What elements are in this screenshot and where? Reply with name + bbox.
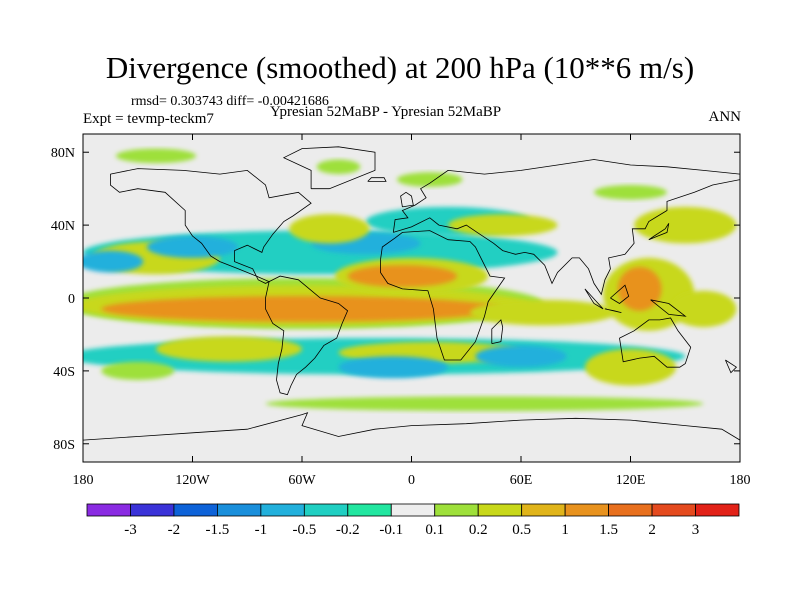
coastline-south-america — [265, 275, 349, 396]
coastline-madagascar — [491, 319, 504, 344]
colorbar-swatch — [608, 503, 653, 517]
colorbar-label: -1 — [255, 522, 268, 538]
field-region-north-green-atlantic — [396, 172, 463, 187]
case-label: Ypresian 52MaBP - Ypresian 52MaBP — [270, 104, 502, 120]
field-region-south-indian-blue — [475, 345, 567, 368]
coastline-new-guinea — [650, 299, 687, 317]
coastline-australia — [619, 317, 692, 368]
x-tick-label: 0 — [408, 473, 415, 488]
coastline-new-zealand — [725, 359, 738, 374]
colorbar-label: -2 — [168, 522, 181, 538]
coastline-layer — [83, 146, 740, 441]
colorbar-label: 1 — [561, 522, 569, 538]
field-region-south-pacific-yellow — [156, 336, 302, 362]
colorbar-label: 1.5 — [599, 522, 618, 538]
x-tick-label: 180 — [730, 473, 751, 488]
colorbar: -3 -2 -1.5 -1 -0.5 -0.2 -0.1 0.1 0.2 0.5 1 1.5 2 3 — [86, 503, 740, 538]
colorbar-label: -0.2 — [336, 522, 360, 538]
y-tick-label: 0 — [68, 292, 75, 307]
colorbar-label: -3 — [124, 522, 137, 538]
field-region-southern-blue-patch — [338, 356, 448, 379]
colorbar-label: 3 — [692, 522, 700, 538]
coastline-eurasia — [392, 159, 740, 233]
x-tick-label: 180 — [73, 473, 94, 488]
coastline-north-america — [110, 168, 312, 284]
x-tick-label: 60W — [288, 473, 316, 488]
colorbar-label: -0.5 — [292, 522, 316, 538]
field-region-indian-ocean-yellow — [469, 299, 616, 326]
colorbar-swatch — [477, 503, 523, 517]
colorbar-swatch — [260, 503, 305, 517]
axis-layer: 180 120W 60W 0 60E 120E 180 80N 40N 0 40S 80S — [51, 134, 751, 488]
field-region-north-atlantic-yellow — [289, 214, 370, 244]
field-region-africa-orange — [347, 265, 458, 288]
field-region-north-africa-yellow — [448, 214, 558, 237]
colorbar-label: 2 — [648, 522, 656, 538]
field-region-tropical-orange-band — [101, 296, 503, 322]
field-region-north-green-asia — [594, 185, 667, 200]
colorbar-swatch — [695, 503, 740, 517]
experiment-label: Expt = tevmp-teckm7 — [83, 111, 214, 127]
coastline-indonesia-2 — [604, 308, 622, 313]
colorbar-swatch — [130, 503, 175, 517]
chart-title: Divergence (smoothed) at 200 hPa (10**6 … — [105, 50, 695, 85]
colorbar-swatch — [564, 503, 610, 517]
colorbar-label: -0.1 — [379, 522, 403, 538]
colorbar-swatch — [216, 503, 262, 517]
coastline-greenland — [282, 146, 376, 190]
field-region-north-pacific-yellow — [634, 206, 737, 244]
x-tick-label: 60E — [510, 473, 533, 488]
season-label: ANN — [708, 109, 742, 125]
colorbar-swatch — [173, 503, 218, 517]
stats-label: rmsd= 0.303743 diff= -0.00421686 — [131, 94, 329, 109]
field-region-maritime-orange — [617, 267, 662, 311]
field-region-east-pacific-yellow — [670, 290, 737, 328]
colorbar-label: 0.5 — [512, 522, 531, 538]
colorbar-label: -1.5 — [206, 522, 230, 538]
field-region-southern-green-band — [265, 396, 704, 411]
field-region-pacific-blue — [83, 250, 144, 273]
colorbar-swatch — [303, 503, 349, 517]
coastline-africa — [380, 230, 506, 361]
y-tick-label: 80N — [51, 146, 75, 161]
y-tick-label: 80S — [53, 438, 75, 453]
colorbar-label: 0.1 — [425, 522, 444, 538]
y-tick-label: 40N — [51, 219, 75, 234]
colorbar-swatch — [86, 503, 131, 517]
field-region-arctic-green-2 — [316, 159, 361, 175]
coastline-uk — [400, 191, 414, 208]
x-tick-label: 120E — [616, 473, 646, 488]
coastline-indonesia-1 — [584, 288, 604, 310]
field-region-south-pacific-green — [101, 361, 175, 380]
field-region-south-indian-yellow — [584, 349, 677, 386]
colorbar-swatch — [347, 503, 392, 517]
colorbar-swatch — [434, 503, 479, 517]
coastline-borneo — [610, 284, 630, 304]
coastline-iceland — [367, 177, 387, 182]
colorbar-swatch — [651, 503, 696, 517]
y-tick-label: 40S — [53, 365, 75, 380]
colorbar-label: 0.2 — [469, 522, 488, 538]
field-region-arctic-green — [115, 148, 197, 164]
x-tick-label: 120W — [175, 473, 210, 488]
coastline-antarctica — [83, 412, 740, 441]
colorbar-swatch — [521, 503, 566, 517]
coastline-eurasia-south — [393, 179, 740, 296]
colorbar-swatch — [390, 503, 436, 517]
field-region-north-blue-patch — [146, 236, 239, 258]
coastline-japan — [648, 223, 670, 241]
